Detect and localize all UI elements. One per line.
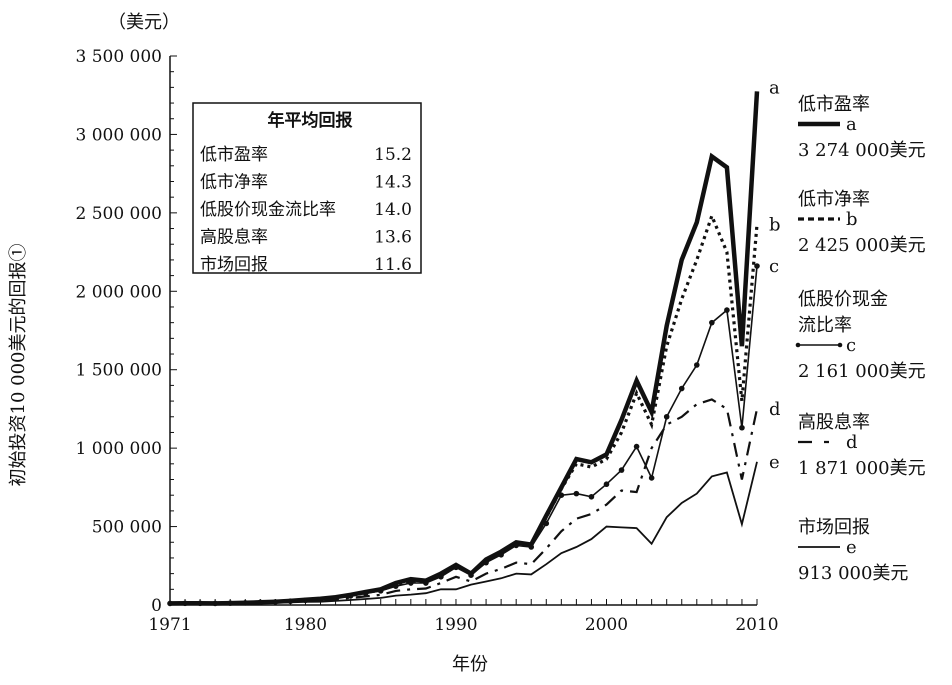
legend-letter-d: d xyxy=(846,432,858,453)
series-point-c xyxy=(498,552,504,558)
series-point-c xyxy=(588,493,595,500)
inset-row-name: 低市盈率 xyxy=(200,145,268,165)
series-end-label-b: b xyxy=(769,215,781,236)
x-axis-label: 年份 xyxy=(452,654,488,675)
y-tick-label: 2 500 000 xyxy=(75,204,162,224)
legend-final-value-b: 2 425 000美元 xyxy=(798,235,926,256)
series-point-c xyxy=(543,520,550,527)
series-end-label-c: c xyxy=(769,256,779,277)
legend-marker-c xyxy=(795,342,801,348)
series-point-c xyxy=(528,544,535,550)
series-line-e xyxy=(169,461,758,605)
series-point-c xyxy=(754,263,760,269)
series-point-c xyxy=(618,467,625,473)
y-tick-label: 500 000 xyxy=(92,518,162,538)
x-tick-label: 2000 xyxy=(585,615,628,635)
inset-row-value: 11.6 xyxy=(374,255,412,275)
series-end-label-d: d xyxy=(769,399,781,420)
legend-name-e: 市场回报 xyxy=(798,517,870,538)
series-point-c xyxy=(468,572,474,578)
y-tick-label: 1 000 000 xyxy=(75,439,162,459)
series-point-c xyxy=(663,413,670,420)
legend-final-value-c: 2 161 000美元 xyxy=(798,361,926,382)
series-end-label-e: e xyxy=(769,452,780,473)
inset-row-name: 市场回报 xyxy=(200,255,268,275)
series-point-c xyxy=(513,542,519,549)
series-point-c xyxy=(603,481,610,488)
series-point-c xyxy=(167,600,173,607)
y-tick-label: 3 500 000 xyxy=(75,47,162,67)
series-point-c xyxy=(438,573,444,580)
series-point-c xyxy=(362,590,369,597)
legend-name-b: 低市净率 xyxy=(798,189,870,210)
legend-letter-a: a xyxy=(846,114,857,135)
x-tick-label: 1980 xyxy=(284,615,327,635)
series-point-c xyxy=(693,362,700,368)
legend-name-c: 流比率 xyxy=(798,315,852,336)
series-point-c xyxy=(408,580,414,586)
inset-table-box xyxy=(192,102,422,274)
x-tick-label: 1971 xyxy=(148,615,191,635)
x-tick-label: 2010 xyxy=(735,615,778,635)
series-point-c xyxy=(633,443,640,450)
series-point-c xyxy=(347,593,354,599)
legend-name-d: 高股息率 xyxy=(798,412,870,433)
series-point-c xyxy=(724,307,730,313)
series-point-c xyxy=(558,492,565,499)
series-point-c xyxy=(739,424,745,431)
series-line-d xyxy=(169,398,759,605)
y-unit-label: （美元） xyxy=(108,12,180,33)
inset-row-value: 15.2 xyxy=(374,145,412,165)
legend-final-value-a: 3 274 000美元 xyxy=(798,140,926,161)
series-end-label-a: a xyxy=(769,77,780,98)
series-point-c xyxy=(392,583,399,589)
legend-final-value-d: 1 871 000美元 xyxy=(798,458,926,479)
legend-letter-b: b xyxy=(846,209,858,230)
legend-letter-e: e xyxy=(846,537,857,558)
inset-row-name: 高股息率 xyxy=(200,228,268,248)
y-tick-label: 1 500 000 xyxy=(75,361,162,381)
x-tick-label: 1990 xyxy=(434,615,477,635)
legend-final-value-e: 913 000美元 xyxy=(798,563,908,584)
y-tick-label: 2 000 000 xyxy=(75,282,162,302)
legend-marker-c xyxy=(837,342,843,348)
y-tick-label: 0 xyxy=(151,596,162,616)
inset-row-name: 低市净率 xyxy=(200,173,268,193)
y-axis-label: 初始投资10 000美元的回报① xyxy=(8,244,29,487)
inset-row-value: 14.0 xyxy=(374,200,412,220)
legend-name-c: 低股价现金 xyxy=(798,289,888,310)
y-tick-label: 3 000 000 xyxy=(75,125,162,145)
inset-row-value: 13.6 xyxy=(374,228,412,248)
inset-row-value: 14.3 xyxy=(374,173,412,193)
series-line-b xyxy=(169,211,759,606)
series-point-c xyxy=(678,385,685,392)
series-point-c xyxy=(453,564,459,571)
legend-letter-c: c xyxy=(846,335,856,356)
inset-table-title: 年平均回报 xyxy=(268,110,353,131)
series-point-c xyxy=(573,490,580,497)
series-point-c xyxy=(648,475,655,481)
series-point-c xyxy=(423,580,429,586)
legend-name-a: 低市盈率 xyxy=(798,94,870,115)
inset-row-name: 低股价现金流比率 xyxy=(200,200,336,220)
series-point-c xyxy=(483,559,489,566)
series-point-c xyxy=(377,588,384,594)
series-point-c xyxy=(709,319,715,326)
